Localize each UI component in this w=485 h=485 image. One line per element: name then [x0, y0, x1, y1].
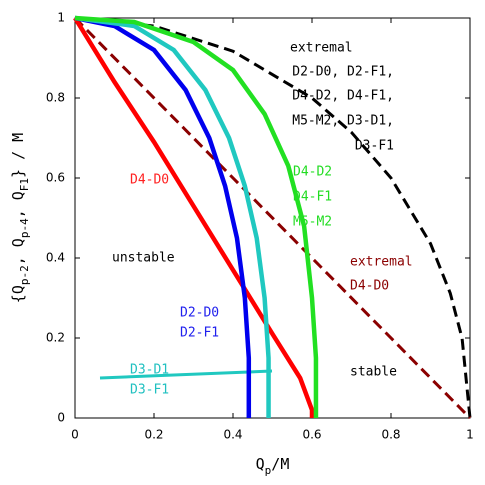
y-axis-label-part: } / M [9, 133, 27, 178]
annotation: D2-D0, D2-F1, [292, 65, 394, 80]
annotation: M5-M2 [293, 215, 332, 230]
y-axis-label-part: F1 [18, 178, 31, 191]
pointer-line [99, 369, 273, 380]
curve [73, 16, 315, 418]
annotation: D4-D2 [293, 165, 332, 180]
y-axis-label: {Qp-2, Qp-4, QF1} / M [9, 133, 31, 303]
curve [73, 16, 472, 420]
annotation: extremal [290, 41, 353, 56]
x-tick-label: 0.8 [381, 428, 400, 442]
annotation: D4-D0 [350, 279, 389, 294]
x-tick-label: 0.2 [144, 428, 163, 442]
y-tick-label: 0.4 [46, 251, 65, 265]
x-tick-label: 0.6 [302, 428, 321, 442]
annotation: D2-F1 [180, 326, 219, 341]
curve [74, 15, 271, 418]
annotation: unstable [112, 251, 175, 266]
x-axis-label: Qp/M [256, 455, 290, 477]
y-axis-label-part: , Q [9, 238, 27, 265]
y-axis-label-part: p-2 [18, 265, 31, 285]
y-tick-label: 1 [57, 11, 65, 25]
annotation: D3-D1 [130, 363, 169, 378]
plot-frame [74, 17, 471, 419]
y-tick-label: 0 [57, 411, 65, 425]
curve [74, 15, 252, 418]
curve [74, 15, 319, 418]
annotation: extremal [350, 255, 413, 270]
y-axis-label-part: {Q [9, 285, 27, 303]
y-tick-label: 0.2 [46, 331, 65, 345]
y-tick-label: 0.8 [46, 91, 65, 105]
annotation: D3-F1 [130, 383, 169, 398]
x-tick-label: 0 [71, 428, 79, 442]
x-tick-label: 0.4 [223, 428, 242, 442]
annotation: M5-M2, D3-D1, [292, 114, 394, 129]
annotation: stable [350, 365, 397, 380]
annotation: D4-F1 [293, 190, 332, 205]
x-axis-label-part: Q [256, 455, 265, 473]
y-axis-label-part: p-4 [18, 218, 31, 238]
x-tick-label: 1 [466, 428, 474, 442]
curve [74, 16, 472, 419]
annotation: D4-D0 [130, 173, 169, 188]
annotation: D3-F1 [355, 139, 394, 154]
y-axis-label-part: , Q [9, 191, 27, 218]
x-axis-label-part: p [265, 464, 272, 477]
annotation: D2-D0 [180, 306, 219, 321]
y-tick-label: 0.6 [46, 171, 65, 185]
annotation: D4-D2, D4-F1, [292, 89, 394, 104]
x-axis-label-part: /M [271, 455, 289, 473]
